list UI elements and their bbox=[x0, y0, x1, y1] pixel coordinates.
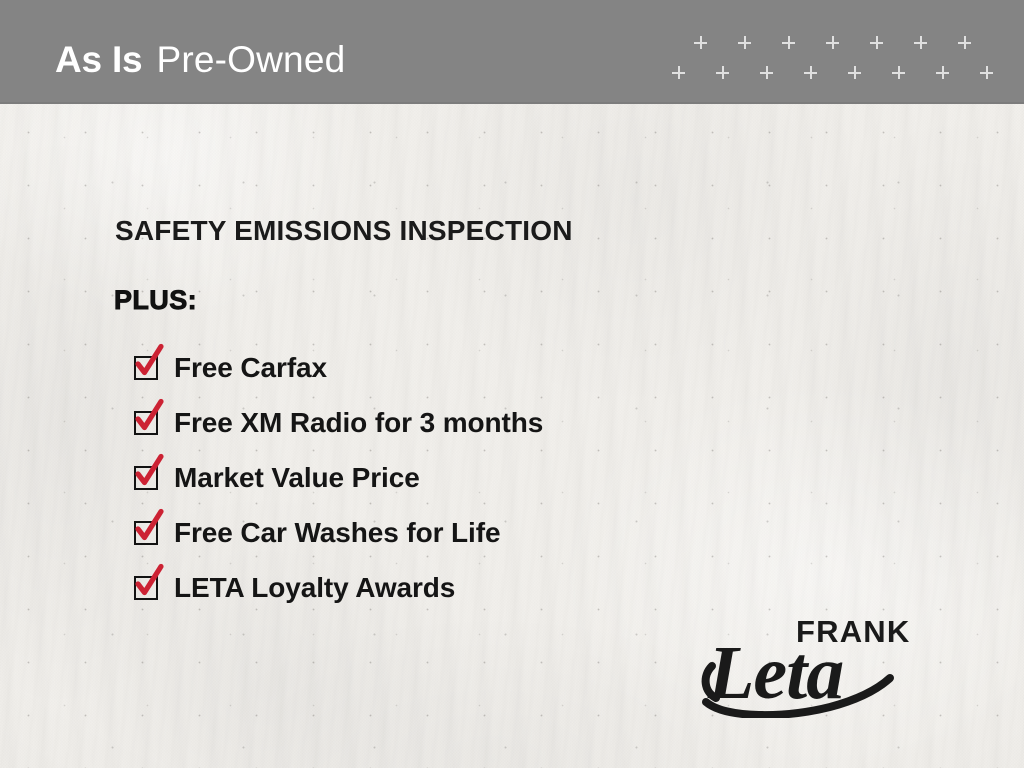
checklist-item-label: Free XM Radio for 3 months bbox=[174, 406, 544, 438]
plus-decoration-group bbox=[672, 36, 1012, 94]
checkbox[interactable] bbox=[134, 398, 164, 435]
checklist-item-label: LETA Loyalty Awards bbox=[174, 571, 456, 603]
checklist-item[interactable]: Free XM Radio for 3 months bbox=[134, 395, 834, 450]
checkbox[interactable] bbox=[134, 508, 164, 545]
plus-icon bbox=[870, 36, 883, 49]
plus-icon bbox=[694, 36, 707, 49]
check-mark-icon bbox=[135, 563, 164, 595]
slide-title: As Is Pre-Owned bbox=[55, 38, 345, 82]
plus-icon bbox=[936, 66, 949, 79]
check-mark-icon bbox=[135, 398, 164, 430]
check-mark-icon bbox=[135, 453, 164, 485]
checklist-item-label: Market Value Price bbox=[174, 461, 420, 493]
slide-header-band: As Is Pre-Owned bbox=[0, 0, 1024, 104]
plus-icon bbox=[848, 66, 861, 79]
checkbox[interactable] bbox=[134, 563, 164, 600]
plus-icon bbox=[672, 66, 685, 79]
plus-icon bbox=[958, 36, 971, 49]
checklist-item[interactable]: Free Carfax bbox=[134, 340, 834, 395]
plus-icon bbox=[782, 36, 795, 49]
checklist-item[interactable]: Market Value Price bbox=[134, 450, 834, 505]
plus-icon bbox=[760, 66, 773, 79]
plus-icon bbox=[892, 66, 905, 79]
checkbox[interactable] bbox=[134, 453, 164, 490]
slide-title-bold: As Is bbox=[55, 39, 143, 80]
plus-icon bbox=[980, 66, 993, 79]
plus-icon bbox=[716, 66, 729, 79]
checklist-item[interactable]: Free Car Washes for Life bbox=[134, 505, 834, 560]
checkbox[interactable] bbox=[134, 343, 164, 380]
plus-icon bbox=[914, 36, 927, 49]
plus-icon bbox=[826, 36, 839, 49]
plus-icon bbox=[804, 66, 817, 79]
plus-heading: PLUS: bbox=[114, 285, 197, 316]
benefits-checklist: Free Carfax Free XM Radio for 3 months Mar… bbox=[134, 340, 834, 615]
slide-title-regular: Pre-Owned bbox=[156, 39, 346, 80]
plus-icon bbox=[738, 36, 751, 49]
section-subheading: SAFETY EMISSIONS INSPECTION bbox=[115, 215, 573, 246]
svg-text:Leta: Leta bbox=[707, 631, 843, 715]
check-mark-icon bbox=[135, 508, 164, 540]
frank-leta-logo: FRANK Leta bbox=[700, 606, 915, 718]
checklist-item-label: Free Car Washes for Life bbox=[174, 516, 501, 548]
checklist-item-label: Free Carfax bbox=[174, 351, 327, 383]
check-mark-icon bbox=[135, 343, 164, 375]
